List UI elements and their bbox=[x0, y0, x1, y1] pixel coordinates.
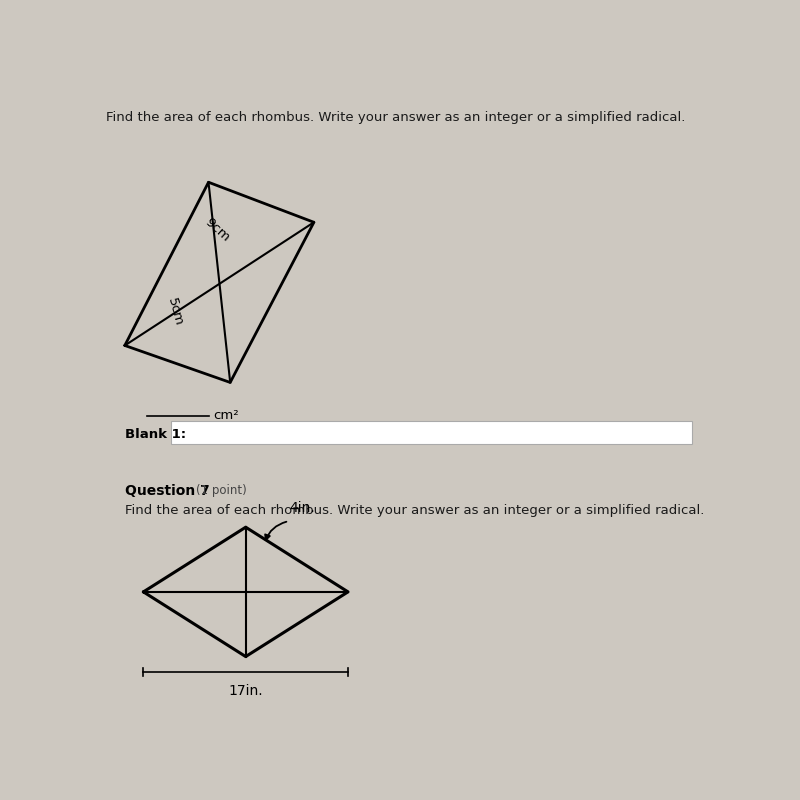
Text: 5cm: 5cm bbox=[165, 296, 185, 327]
Text: Question 7: Question 7 bbox=[125, 484, 210, 498]
Text: (1 point): (1 point) bbox=[196, 484, 247, 497]
Text: cm²: cm² bbox=[213, 410, 238, 422]
Text: Find the area of each rhombus. Write your answer as an integer or a simplified r: Find the area of each rhombus. Write you… bbox=[106, 111, 686, 124]
FancyBboxPatch shape bbox=[171, 421, 692, 444]
Text: Find the area of each rhombus. Write your answer as an integer or a simplified r: Find the area of each rhombus. Write you… bbox=[125, 504, 704, 517]
Text: 4in.: 4in. bbox=[289, 501, 315, 515]
Text: 9cm: 9cm bbox=[202, 215, 232, 244]
Text: Blank 1:: Blank 1: bbox=[125, 428, 186, 441]
Text: 17in.: 17in. bbox=[228, 684, 263, 698]
